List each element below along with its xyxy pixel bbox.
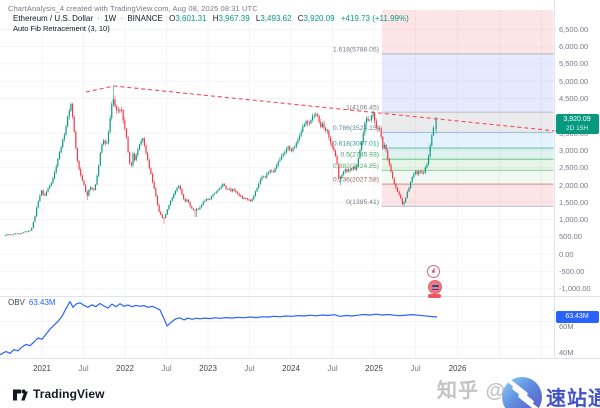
fib-band: [382, 112, 554, 133]
obv-legend[interactable]: OBV 63.43M: [8, 298, 56, 307]
price-axis-label: 1,000.00: [559, 215, 589, 225]
price-axis-label: 4,500.00: [559, 94, 589, 103]
price-axis-label: 5,000.00: [559, 76, 589, 86]
sticker-emoji-icon[interactable]: [427, 280, 442, 294]
fib-band: [382, 184, 554, 207]
price-axis-label: 2,500.00: [559, 163, 589, 173]
price-axis-label: 5,500.00: [559, 59, 589, 69]
ohlc-low: L3,493.62: [255, 14, 292, 23]
time-axis-label: 2021: [33, 364, 51, 373]
chart-attribution: ChartAnalysis_4 created with TradingView…: [8, 4, 258, 13]
obv-value: 63.43M: [28, 298, 56, 307]
obv-axis-label: 40M: [559, 347, 574, 357]
fib-band: [382, 170, 554, 185]
time-axis-label: 2024: [282, 364, 300, 373]
sticker-clock-icon[interactable]: [427, 265, 440, 278]
change-label: +419.73 (+11.99%): [340, 14, 409, 23]
red-marker[interactable]: [428, 294, 441, 298]
fib-band: [382, 159, 554, 171]
price-axis-label: -500.00: [559, 267, 585, 276]
zhihu-watermark: 知乎 @: [437, 380, 507, 402]
price-axis-label: 0.00: [559, 249, 574, 259]
time-axis-label: Jul: [161, 364, 172, 373]
time-axis-label: Jul: [410, 364, 421, 373]
fib-level-label: 1.618(5788.05): [333, 46, 379, 53]
ohlc-high: H3,967.39: [212, 14, 250, 23]
fib-band: [382, 10, 554, 54]
current-price-value: 3,920.09: [563, 115, 591, 123]
time-axis-label: 2025: [365, 364, 383, 373]
fib-level-label: 0.382(2424.85): [333, 163, 379, 170]
fib-level-label: 1(4106.45): [346, 105, 379, 112]
price-axis-label: 6,500.00: [559, 24, 589, 34]
obv-label: OBV: [8, 298, 25, 307]
time-axis-label: 2023: [199, 364, 217, 373]
obv-badge: 63.43M: [555, 311, 599, 323]
fib-level-label: 0.786(3524.15): [333, 125, 379, 132]
time-axis-label: 2026: [448, 364, 467, 373]
time-axis-label: Jul: [244, 364, 255, 373]
exchange-label: BINANCE: [127, 14, 163, 23]
fib-level-label: 0.618(3067.01): [333, 141, 379, 148]
time-axis-label: Jul: [78, 364, 89, 373]
time-axis-label: Jul: [327, 364, 338, 373]
interval-label: 1W: [104, 14, 117, 23]
fib-level-label: 0(1385.41): [346, 199, 379, 206]
separator-dot: ·: [97, 14, 100, 23]
candles-layer: [5, 85, 437, 236]
time-axis-label: 2022: [116, 364, 134, 373]
fib-band: [382, 53, 554, 113]
descending-trendline[interactable]: [85, 85, 557, 132]
ohlc-open: O3,601.31: [169, 14, 207, 23]
fib-band: [382, 148, 554, 160]
fib-retracement-layer[interactable]: 1.618(5788.05) 1(4106.45) 0.786(3524.15) 0.…: [333, 10, 554, 207]
fib-band: [382, 132, 554, 149]
current-price-badge: 3,920.09 2D 15H: [555, 113, 599, 134]
obv-axis-label: 60M: [559, 322, 574, 332]
separator-dot: ·: [120, 14, 124, 23]
tradingview-logo-icon: [13, 389, 28, 401]
price-axis-label: 3,000.00: [559, 145, 589, 155]
price-axis-label: 500.00: [559, 232, 582, 242]
price-axis-label: 6,000.00: [559, 42, 589, 52]
tradingview-logo-text: TradingView: [33, 387, 105, 401]
obv-line: [0, 301, 438, 356]
price-axis-label: 1,500.00: [559, 197, 589, 207]
bar-countdown: 2D 15H: [565, 125, 589, 132]
brand-watermark-text: 速站通途: [546, 388, 600, 408]
fib-level-label: 0.236(2027.58): [333, 177, 379, 184]
tradingview-logo[interactable]: TradingView: [12, 386, 105, 402]
symbol-name: Ethereum / U.S. Dollar: [13, 14, 94, 23]
ohlc-close: C3,920.09: [297, 14, 335, 23]
price-axis-label: 2,000.00: [559, 180, 589, 190]
brand-logo-icon: [502, 377, 542, 408]
symbol-legend[interactable]: Ethereum / U.S. Dollar · 1W · BINANCE O3…: [13, 14, 409, 23]
indicator-legend[interactable]: Auto Fib Retracement (3, 10): [13, 24, 110, 33]
price-axis-label: -1,000.00: [559, 284, 591, 294]
